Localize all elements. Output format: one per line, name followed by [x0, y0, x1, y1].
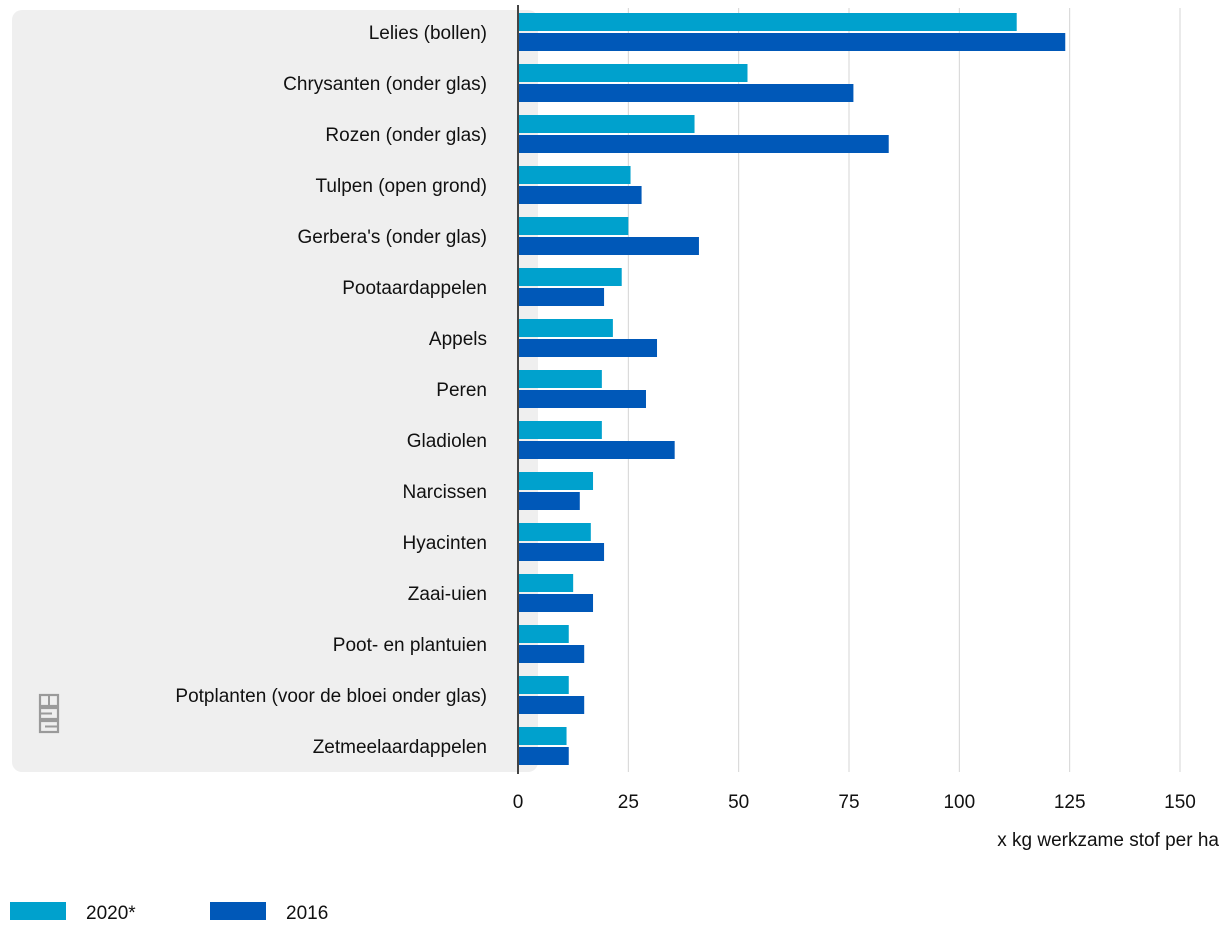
bar-series-2 [518, 33, 1066, 51]
bar-series-2 [518, 135, 889, 153]
bar-series-1 [518, 370, 602, 388]
bar-series-2 [518, 747, 569, 765]
bar-series-1 [518, 523, 591, 541]
category-label: Gerbera's (onder glas) [298, 227, 488, 248]
bar-series-2 [518, 696, 585, 714]
x-tick-label: 50 [728, 792, 749, 813]
category-label: Zetmeelaardappelen [313, 737, 487, 758]
category-label: Pootaardappelen [342, 278, 487, 299]
bar-series-2 [518, 441, 675, 459]
x-tick-label: 75 [838, 792, 859, 813]
bar-series-2 [518, 543, 605, 561]
bar-series-1 [518, 727, 567, 745]
bar-series-1 [518, 625, 569, 643]
x-tick-label: 100 [943, 792, 975, 813]
legend-label: 2020* [86, 903, 136, 921]
bar-series-1 [518, 319, 613, 337]
bar-series-1 [518, 676, 569, 694]
bar-series-1 [518, 166, 631, 184]
legend-label: 2016 [286, 903, 328, 921]
category-label: Poot- en plantuien [333, 635, 487, 656]
bar-series-1 [518, 421, 602, 439]
category-label: Gladiolen [407, 431, 487, 452]
bar-series-1 [518, 268, 622, 286]
bar-series-2 [518, 288, 605, 306]
x-tick-label: 125 [1054, 792, 1086, 813]
category-label: Rozen (onder glas) [325, 125, 487, 146]
bar-series-1 [518, 13, 1017, 31]
legend-swatch [210, 902, 266, 920]
x-tick-label: 150 [1164, 792, 1196, 813]
bar-series-1 [518, 64, 748, 82]
category-label: Narcissen [403, 482, 487, 503]
category-label: Zaai-uien [408, 584, 487, 605]
bar-series-2 [518, 237, 699, 255]
bar-series-1 [518, 574, 574, 592]
category-label: Chrysanten (onder glas) [283, 74, 487, 95]
category-label: Hyacinten [403, 533, 488, 554]
bar-series-2 [518, 186, 642, 204]
legend-item: 2020* [10, 902, 136, 924]
cbs-logo-icon [38, 693, 60, 734]
bar-series-2 [518, 492, 580, 510]
category-label: Appels [429, 329, 487, 350]
bar-series-1 [518, 217, 629, 235]
bar-series-2 [518, 84, 854, 102]
category-label: Tulpen (open grond) [316, 176, 487, 197]
category-label: Peren [436, 380, 487, 401]
x-tick-label: 0 [513, 792, 524, 813]
bar-series-2 [518, 645, 585, 663]
legend-swatch [10, 902, 66, 920]
x-axis-label: x kg werkzame stof per ha [997, 830, 1219, 851]
category-label: Potplanten (voor de bloei onder glas) [175, 686, 487, 707]
bar-series-1 [518, 115, 695, 133]
legend-item: 2016 [210, 902, 328, 924]
category-panel [12, 10, 538, 772]
bar-series-2 [518, 594, 594, 612]
category-label: Lelies (bollen) [369, 23, 487, 44]
bar-series-2 [518, 339, 658, 357]
bar-series-1 [518, 472, 594, 490]
bar-series-2 [518, 390, 646, 408]
x-tick-label: 25 [618, 792, 639, 813]
